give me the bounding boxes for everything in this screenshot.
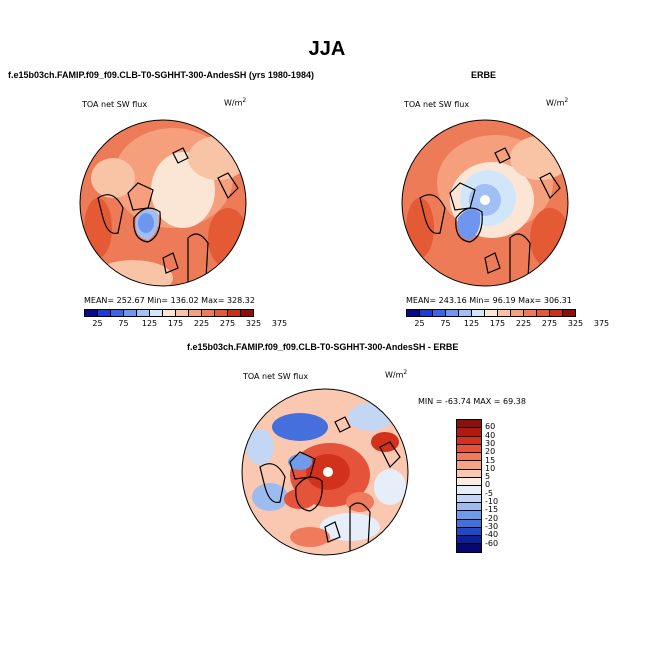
right-colorbar-box	[523, 309, 537, 317]
left-polar-map	[79, 119, 247, 287]
right-variable-label: TOA net SW flux	[404, 100, 470, 109]
diff-colorbar-box	[456, 543, 482, 553]
left-variable-label: TOA net SW flux	[82, 100, 148, 109]
right-units-label: W/m2	[546, 97, 569, 108]
left-colorbar-label: 275	[219, 319, 236, 328]
diff-variable-label: TOA net SW flux	[243, 372, 309, 381]
diff-colorbar-label: 30	[485, 438, 496, 448]
right-colorbar-box	[445, 309, 459, 317]
right-colorbar-label: 225	[515, 319, 532, 328]
diff-colorbar-label: -15	[485, 505, 499, 515]
diff-colorbar-label: 40	[485, 430, 496, 440]
left-stats: MEAN= 252.67 Min= 136.02 Max= 328.32	[84, 296, 255, 305]
left-colorbar-box	[97, 309, 111, 317]
right-colorbar-box	[510, 309, 524, 317]
right-colorbar-label: 375	[593, 319, 610, 328]
diff-units-label: W/m2	[385, 369, 408, 380]
right-colorbar-label: 75	[440, 319, 451, 328]
left-colorbar-label: 25	[92, 319, 103, 328]
diff-colorbar-label: -5	[485, 488, 493, 498]
right-polar-map	[401, 119, 569, 287]
right-colorbar-label: 275	[541, 319, 558, 328]
left-colorbar-box	[227, 309, 241, 317]
left-colorbar-label: 75	[118, 319, 129, 328]
diff-colorbar-label: 15	[485, 455, 496, 465]
left-colorbar-box	[175, 309, 189, 317]
diff-colorbar-label: -20	[485, 513, 499, 523]
right-colorbar-box	[419, 309, 433, 317]
right-colorbar-box	[497, 309, 511, 317]
diff-colorbar-label: 0	[485, 480, 491, 490]
left-colorbar	[84, 309, 254, 317]
diff-colorbar-label: 5	[485, 472, 491, 482]
left-colorbar-box	[84, 309, 98, 317]
left-colorbar-box	[162, 309, 176, 317]
right-colorbar-box	[458, 309, 472, 317]
diff-colorbar-label: 60	[485, 422, 496, 432]
right-panel-subtitle: ERBE	[471, 70, 497, 80]
left-units-label: W/m2	[224, 97, 247, 108]
right-colorbar-label: 125	[463, 319, 480, 328]
right-colorbar-box	[471, 309, 485, 317]
diff-colorbar-label: -30	[485, 521, 499, 531]
right-colorbar-box	[432, 309, 446, 317]
left-colorbar-label: 125	[141, 319, 158, 328]
left-colorbar-box	[240, 309, 254, 317]
left-colorbar-label: 325	[245, 319, 262, 328]
left-colorbar-box	[136, 309, 150, 317]
diff-colorbar-label: -10	[485, 497, 499, 506]
right-colorbar-label: 175	[489, 319, 506, 328]
left-colorbar-box	[214, 309, 228, 317]
diff-panel-subtitle: f.e15b03ch.FAMIP.f09_f09.CLB-T0-SGHHT-30…	[187, 342, 459, 352]
right-colorbar-box	[549, 309, 563, 317]
left-colorbar-label: 175	[167, 319, 184, 328]
left-colorbar-label: 375	[271, 319, 288, 328]
diff-stats: MIN = -63.74 MAX = 69.38	[418, 397, 526, 406]
left-colorbar-box	[123, 309, 137, 317]
diff-colorbar-label: 20	[485, 447, 496, 457]
right-colorbar-label: 25	[414, 319, 425, 328]
left-colorbar-box	[110, 309, 124, 317]
right-colorbar-box	[484, 309, 498, 317]
left-colorbar-box	[149, 309, 163, 317]
diff-colorbar	[456, 419, 482, 553]
right-stats: MEAN= 243.16 Min= 96.19 Max= 306.31	[406, 296, 572, 305]
left-colorbar-box	[201, 309, 215, 317]
figure-title: JJA	[308, 38, 346, 60]
diff-colorbar-label: -60	[485, 538, 499, 548]
right-colorbar	[406, 309, 576, 317]
left-panel-subtitle: f.e15b03ch.FAMIP.f09_f09.CLB-T0-SGHHT-30…	[8, 70, 314, 80]
right-colorbar-label: 325	[567, 319, 584, 328]
right-colorbar-box	[562, 309, 576, 317]
diff-colorbar-label: -40	[485, 530, 499, 540]
left-colorbar-box	[188, 309, 202, 317]
diff-polar-map	[241, 388, 409, 556]
diff-colorbar-label: 10	[485, 463, 496, 473]
right-colorbar-box	[536, 309, 550, 317]
right-colorbar-box	[406, 309, 420, 317]
left-colorbar-label: 225	[193, 319, 210, 328]
